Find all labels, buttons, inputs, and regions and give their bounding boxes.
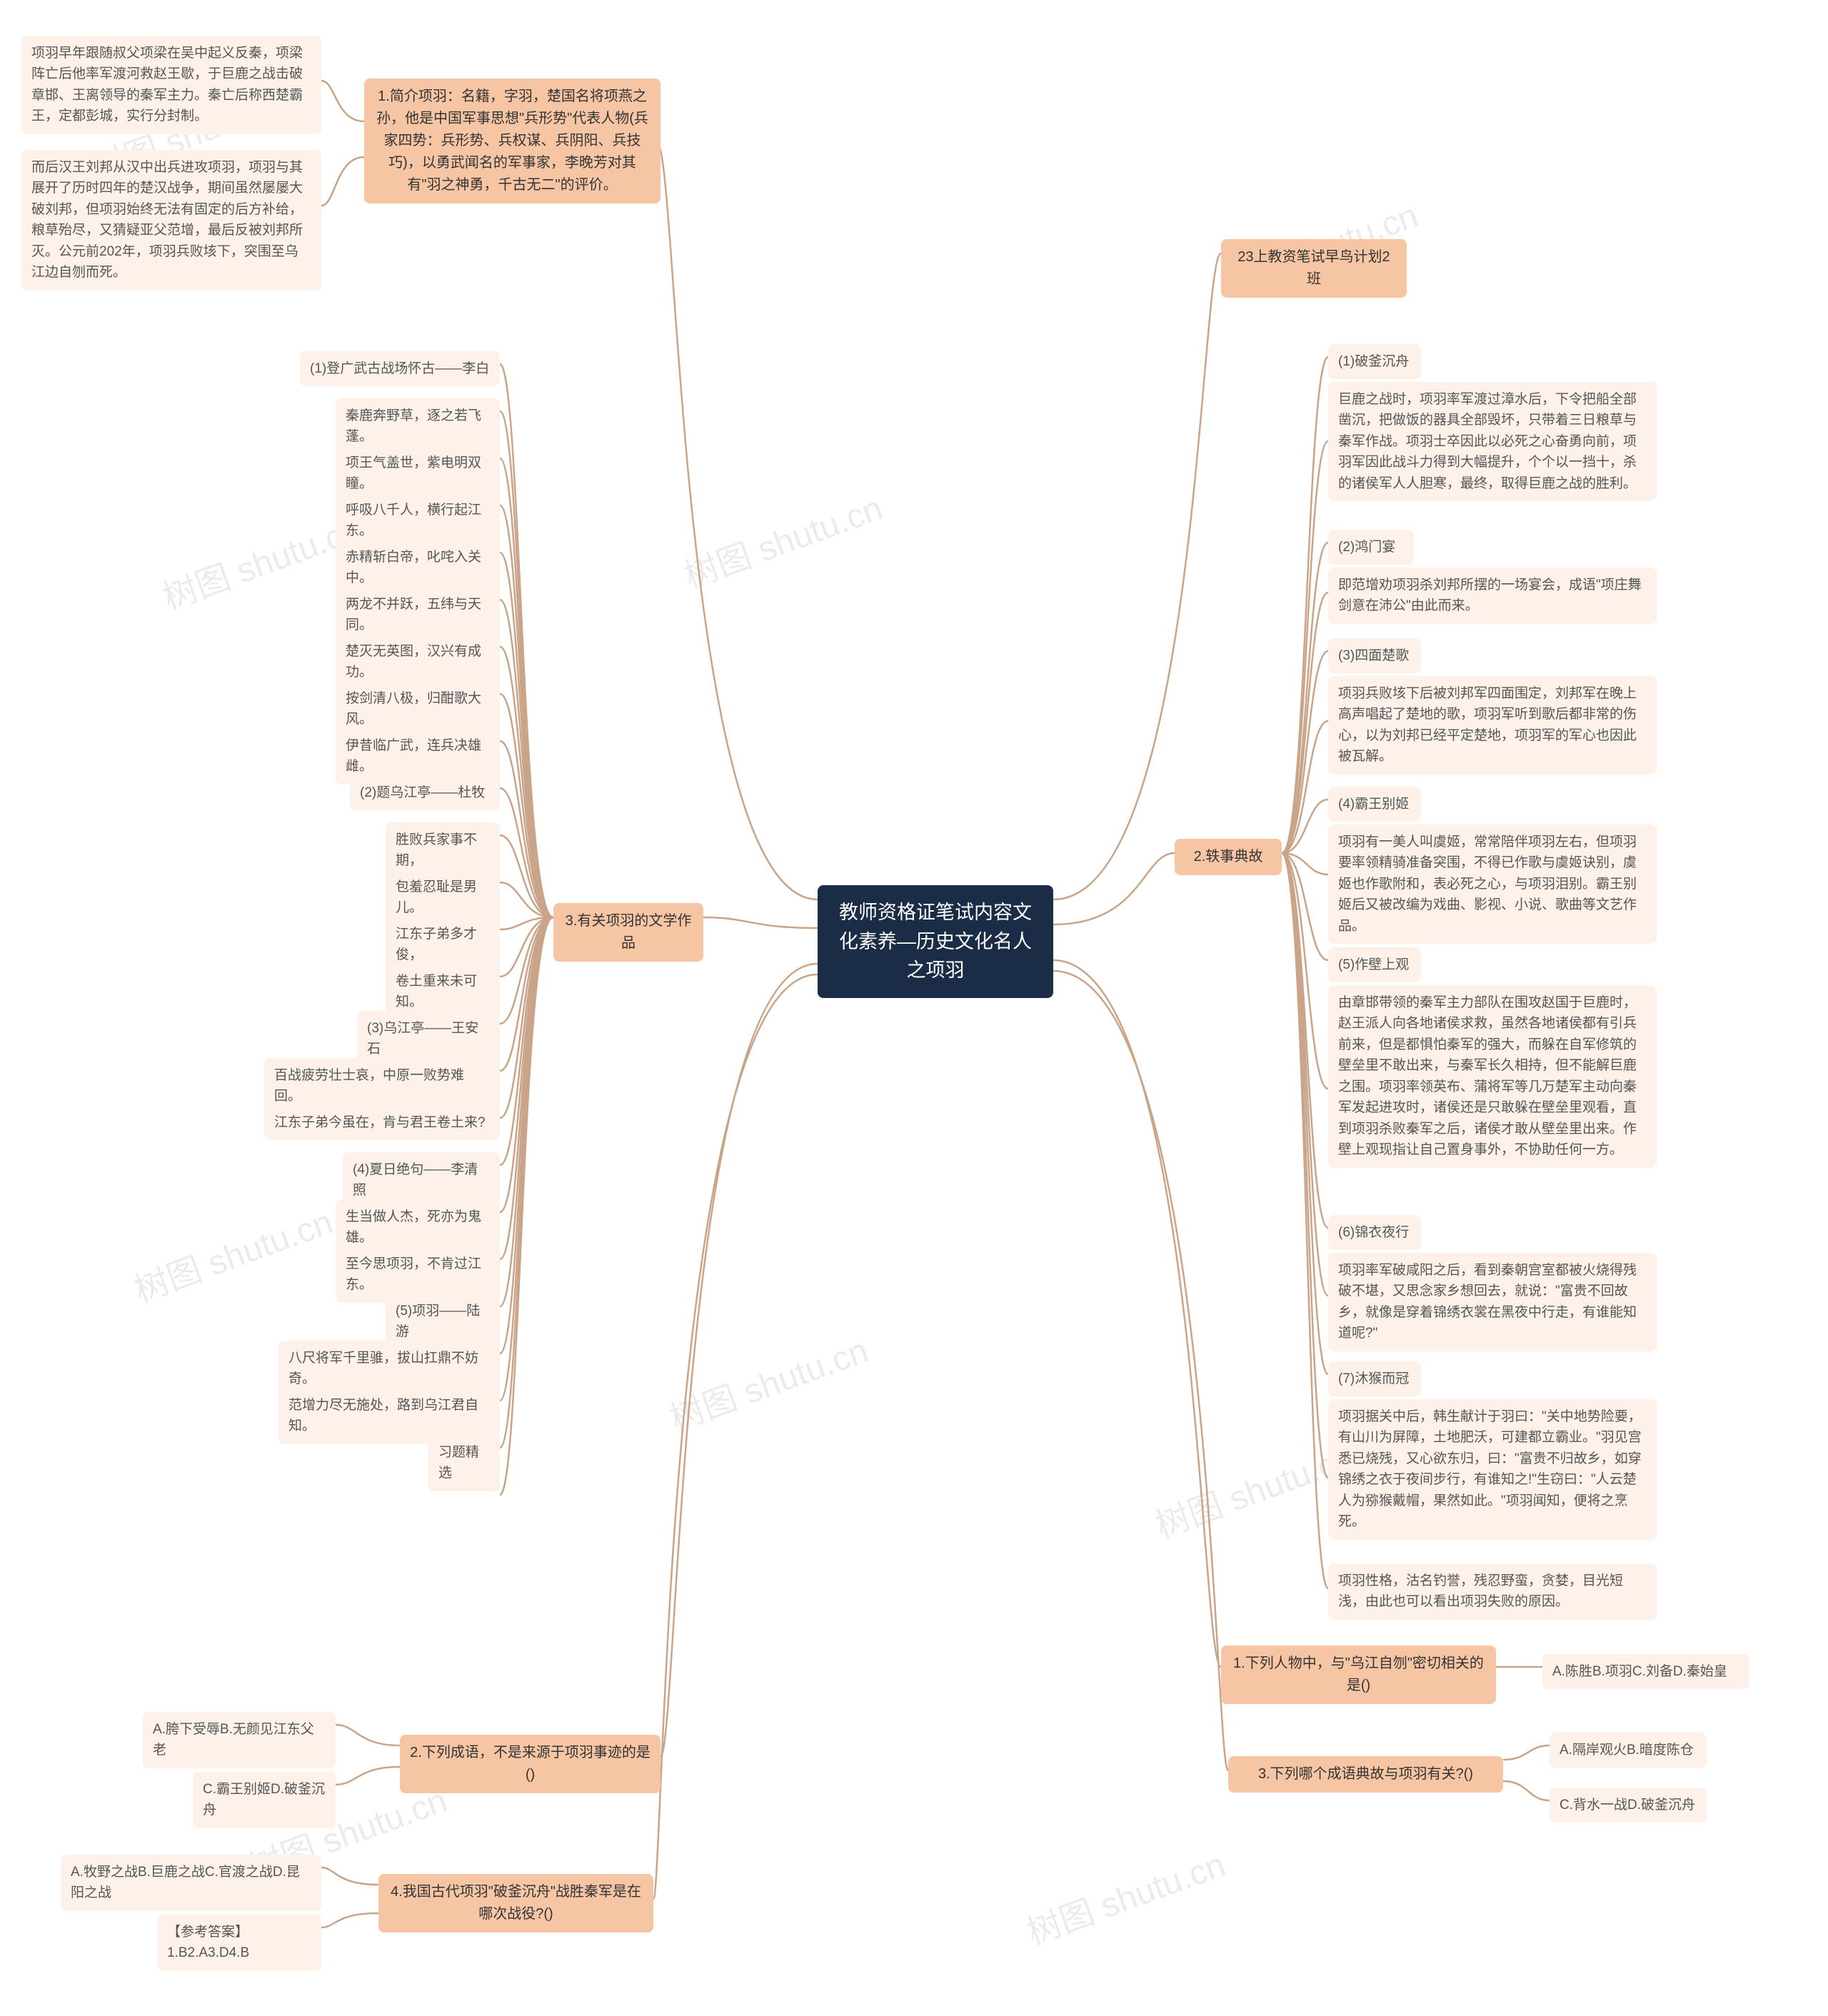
- watermark: 树图 shutu.cn: [662, 1322, 874, 1440]
- watermark: 树图 shutu.cn: [676, 480, 888, 598]
- an-6: (4)霸王别姬: [1328, 787, 1421, 822]
- an-3: 即范增劝项羽杀刘邦所摆的一场宴会，成语"项庄舞剑意在沛公"由此而来。: [1328, 568, 1657, 624]
- watermark: 树图 shutu.cn: [126, 1194, 338, 1311]
- lit-0: (1)登广武古战场怀古——李白: [300, 351, 500, 386]
- branch-anecdotes: 2.轶事典故: [1175, 839, 1282, 875]
- an-11: 项羽率军破咸阳之后，看到秦朝宫室都被火烧得残破不堪，又思念家乡想回去，就说："富…: [1328, 1253, 1657, 1351]
- an-0: (1)破釜沉舟: [1328, 344, 1421, 379]
- an-13: 项羽据关中后，韩生献计于羽曰："关中地势险要，有山川为屏障，土地肥沃，可建都立霸…: [1328, 1399, 1657, 1540]
- branch-literature: 3.有关项羽的文学作品: [553, 903, 703, 962]
- an-1: 巨鹿之战时，项羽率军渡过漳水后，下令把船全部凿沉，把做饭的器具全部毁坏，只带着三…: [1328, 382, 1657, 501]
- branch-q3: 3.下列哪个成语典故与项羽有关?(): [1228, 1756, 1503, 1793]
- an-10: (6)锦衣夜行: [1328, 1215, 1421, 1250]
- q4-leaf-2: 【参考答案】1.B2.A3.D4.B: [157, 1915, 321, 1971]
- branch-class: 23上教资笔试早鸟计划2班: [1221, 239, 1407, 298]
- branch-q2: 2.下列成语，不是来源于项羽事迹的是(): [400, 1735, 661, 1793]
- q3-leaf-1: A.隔岸观火B.暗度陈仓: [1550, 1733, 1707, 1768]
- an-9: 由章邯带领的秦军主力部队在围攻赵国于巨鹿时，赵王派人向各地诸侯求救，虽然各地诸侯…: [1328, 985, 1657, 1168]
- center-node: 教师资格证笔试内容文化素养—历史文化名人之项羽: [818, 885, 1053, 998]
- an-14: 项羽性格，沽名钓誉，残忍野蛮，贪婪，目光短浅，由此也可以看出项羽失败的原因。: [1328, 1563, 1657, 1620]
- an-8: (5)作壁上观: [1328, 947, 1421, 982]
- an-12: (7)沐猴而冠: [1328, 1361, 1421, 1396]
- q3-leaf-2: C.背水一战D.破釜沉舟: [1550, 1788, 1707, 1823]
- q2-leaf-2: C.霸王别姬D.破釜沉舟: [193, 1772, 336, 1828]
- q1-leaf: A.陈胜B.项羽C.刘备D.秦始皇: [1542, 1654, 1749, 1689]
- intro-leaf-1: 项羽早年跟随叔父项梁在吴中起义反秦，项梁阵亡后他率军渡河救赵王歇，于巨鹿之战击破…: [21, 36, 321, 134]
- an-2: (2)鸿门宴: [1328, 530, 1414, 565]
- branch-q1: 1.下列人物中，与"乌江自刎"密切相关的是(): [1221, 1645, 1496, 1704]
- an-5: 项羽兵败垓下后被刘邦军四面围定，刘邦军在晚上高声唱起了楚地的歌，项羽军听到歌后都…: [1328, 676, 1657, 775]
- an-7: 项羽有一美人叫虞姬，常常陪伴项羽左右，但项羽要率领精骑准备突围，不得已作歌与虞姬…: [1328, 825, 1657, 944]
- watermark: 树图 shutu.cn: [1019, 1836, 1231, 1954]
- lit-16: 江东子弟今虽在，肯与君王卷土来?: [264, 1105, 500, 1140]
- lit-9: (2)题乌江亭——杜牧: [350, 775, 500, 810]
- intro-leaf-2: 而后汉王刘邦从汉中出兵进攻项羽，项羽与其展开了历时四年的楚汉战争，期间虽然屡屡大…: [21, 150, 321, 291]
- branch-q4: 4.我国古代项羽"破釜沉舟"战胜秦军是在哪次战役?(): [378, 1874, 653, 1932]
- lit-23: 习题精选: [428, 1435, 500, 1491]
- an-4: (3)四面楚歌: [1328, 638, 1421, 673]
- q2-leaf-1: A.胯下受辱B.无颜见江东父老: [143, 1712, 336, 1768]
- q4-leaf-1: A.牧野之战B.巨鹿之战C.官渡之战D.昆阳之战: [61, 1855, 321, 1911]
- branch-intro: 1.简介项羽：名籍，字羽，楚国名将项燕之孙，他是中国军事思想"兵形势"代表人物(…: [364, 79, 661, 203]
